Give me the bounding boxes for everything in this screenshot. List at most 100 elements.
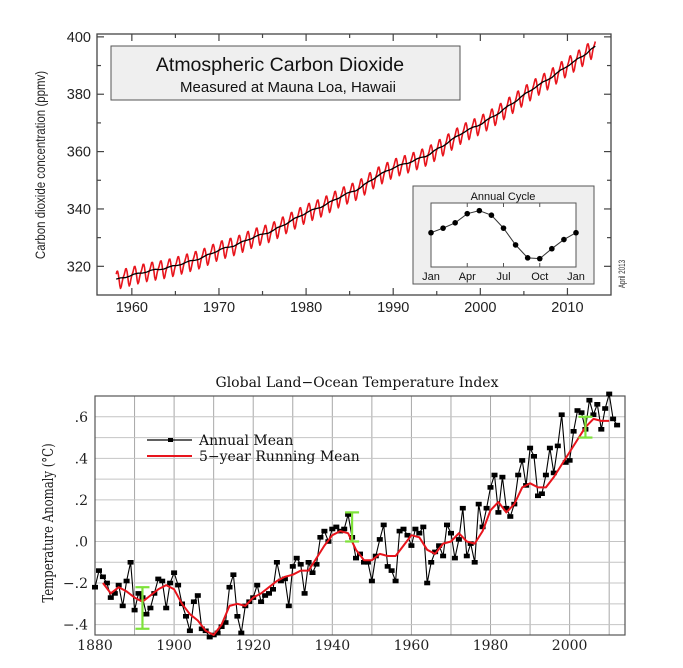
annual-mean-marker xyxy=(96,568,102,573)
annual-mean-marker xyxy=(214,630,221,636)
annual-mean-marker xyxy=(329,526,336,532)
annual-mean-marker xyxy=(598,427,605,432)
inset-x-tick-label: Jul xyxy=(496,271,510,283)
co2-x-tick-label: 1990 xyxy=(377,300,409,316)
temp-x-tick-label: 1960 xyxy=(394,638,430,654)
annual-mean-marker xyxy=(507,514,514,519)
annual-mean-marker xyxy=(578,410,585,415)
annual-mean-marker xyxy=(586,397,593,403)
annual-mean-marker xyxy=(238,630,245,636)
annual-mean-marker xyxy=(448,530,454,536)
annual-mean-marker xyxy=(384,564,391,569)
annual-mean-marker xyxy=(266,591,272,596)
co2-y-tick-label: 380 xyxy=(67,87,91,103)
temp-y-tick-label: .0 xyxy=(75,534,88,550)
annual-mean-marker xyxy=(301,591,308,596)
annual-mean-marker xyxy=(230,572,237,577)
inset-point xyxy=(500,225,507,231)
uncertainty-bars xyxy=(135,415,593,630)
annual-mean-marker xyxy=(404,532,411,538)
annual-mean-marker xyxy=(519,458,526,463)
annual-mean-marker xyxy=(546,445,553,451)
annual-mean-marker xyxy=(487,485,494,490)
inset-plot-frame xyxy=(430,202,577,268)
co2-plot-frame xyxy=(96,33,612,296)
annual-mean-marker xyxy=(353,555,359,561)
co2-chart: 320 340 360 380 400 1960 1970 1980 1990 2000 2010… xyxy=(32,30,627,316)
annual-mean-marker xyxy=(321,528,328,534)
co2-trend-line xyxy=(116,45,596,280)
annual-mean-marker xyxy=(222,620,229,625)
inset-x-tick-label: Apr xyxy=(459,271,476,283)
annual-mean-marker xyxy=(111,591,118,596)
annual-mean-marker xyxy=(262,593,269,598)
annual-mean-marker xyxy=(408,543,415,548)
annual-mean-marker xyxy=(558,412,565,417)
temp-plot-bg xyxy=(95,396,625,635)
annual-mean-marker xyxy=(455,537,462,542)
inset-point xyxy=(440,225,446,231)
legend-annual-marker xyxy=(168,438,173,442)
annual-mean-marker xyxy=(562,460,569,465)
annual-mean-marker xyxy=(380,522,387,528)
annual-mean-marker xyxy=(333,524,340,530)
inset-point xyxy=(452,220,458,226)
annual-mean-marker xyxy=(538,491,545,496)
annual-mean-marker xyxy=(554,443,561,449)
annual-mean-marker xyxy=(364,560,371,565)
co2-y-tick-label: 340 xyxy=(67,202,91,218)
annual-mean-marker xyxy=(376,537,383,542)
temp-x-tick-labels: 1880 1900 1920 1940 1960 1980 2000 xyxy=(77,638,587,654)
annual-mean-marker xyxy=(602,406,609,411)
annual-mean-marker xyxy=(606,391,613,397)
annual-mean-marker xyxy=(444,522,450,528)
temp-title: Global Land−Ocean Temperature Index xyxy=(216,375,499,391)
annual-mean-marker xyxy=(107,595,114,600)
inset-point xyxy=(512,242,519,248)
annual-mean-marker xyxy=(388,568,395,573)
annual-mean-marker xyxy=(614,422,621,428)
annual-mean-marker xyxy=(467,541,474,546)
annual-mean-marker xyxy=(570,429,577,434)
annual-mean-marker xyxy=(218,624,225,629)
annual-mean-marker xyxy=(499,474,506,480)
annual-mean-marker xyxy=(428,560,435,565)
inset-title: Annual Cycle xyxy=(471,191,536,203)
temp-x-tick-label: 1880 xyxy=(77,638,113,654)
annual-mean-marker xyxy=(115,582,122,588)
annual-mean-marker xyxy=(297,562,304,567)
annual-mean-marker xyxy=(416,530,423,536)
temp-y-tick-label: .2 xyxy=(75,493,88,509)
temp-y-tick-label: .4 xyxy=(75,451,88,467)
annual-mean-marker xyxy=(420,524,427,530)
annual-cycle-inset: Annual Cycle Jan Apr Jul Oct Jan xyxy=(412,185,595,285)
annual-mean-marker xyxy=(309,570,316,575)
annual-mean-marker xyxy=(531,454,537,459)
annual-mean-marker xyxy=(305,560,312,565)
annual-mean-marker xyxy=(550,470,557,476)
annual-mean-marker xyxy=(503,505,510,511)
inset-point xyxy=(488,212,495,218)
co2-title: Atmospheric Carbon Dioxide xyxy=(156,54,404,76)
annual-mean-marker xyxy=(234,614,241,619)
annual-mean-marker xyxy=(226,584,233,590)
annual-mean-marker xyxy=(119,603,126,609)
annual-mean-marker xyxy=(471,560,478,565)
annual-mean-marker xyxy=(392,578,399,584)
co2-monthly-line xyxy=(115,41,597,290)
annual-mean-marker xyxy=(186,628,193,634)
temp-x-tick-label: 1980 xyxy=(473,638,509,654)
annual-mean-marker xyxy=(131,607,138,613)
annual-mean-marker xyxy=(270,587,276,592)
temp-x-tick-label: 1920 xyxy=(235,638,271,654)
co2-x-tick-label: 1960 xyxy=(116,300,148,316)
annual-mean-marker xyxy=(198,626,205,632)
annual-mean-marker xyxy=(159,578,166,584)
annual-mean-marker xyxy=(317,535,324,540)
annual-mean-marker xyxy=(590,412,597,417)
annual-mean-marker xyxy=(155,576,162,582)
annual-mean-marker xyxy=(163,605,170,611)
co2-y-axis-label: Carbon dioxide concentration (ppmv) xyxy=(32,71,48,259)
annual-mean-marker xyxy=(542,472,549,478)
